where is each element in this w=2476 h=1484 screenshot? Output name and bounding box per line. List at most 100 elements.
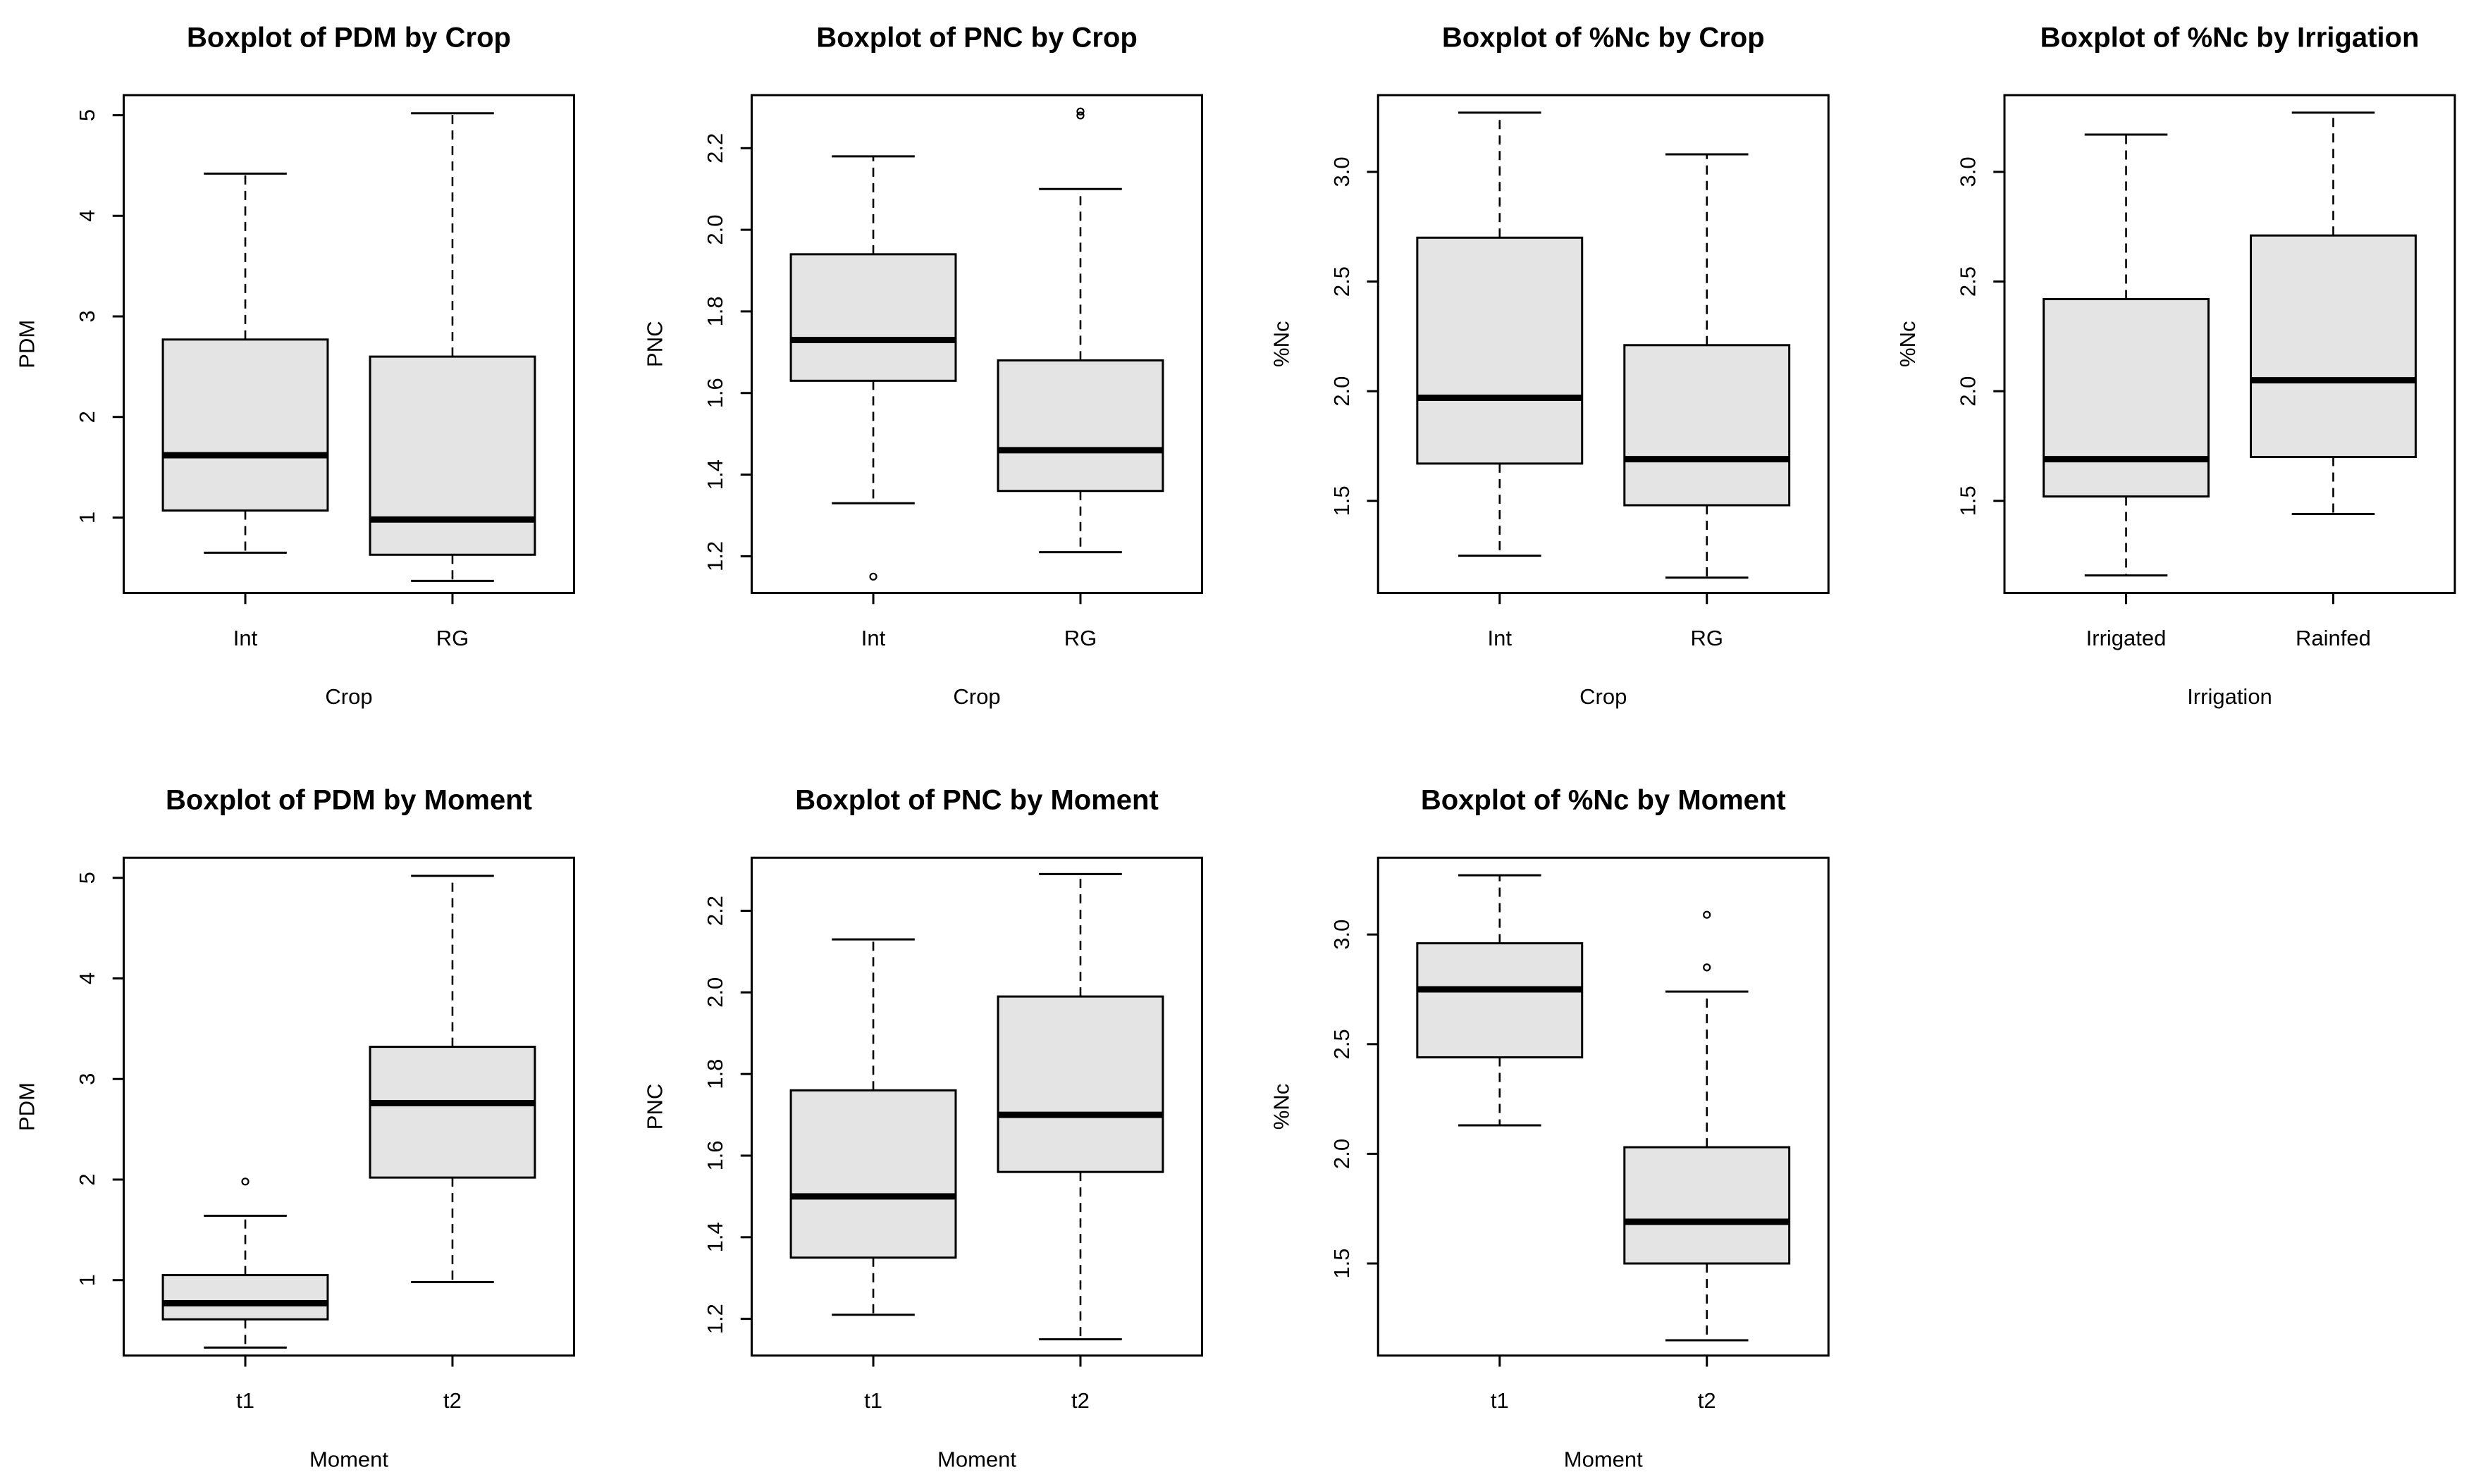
box-t1: t1 [1416, 874, 1584, 1413]
y-tick-label: 2.5 [1956, 266, 1981, 297]
plot-frame [123, 94, 575, 594]
outlier-point [1076, 107, 1085, 116]
y-tick-label: 3.0 [1329, 920, 1354, 950]
y-tick-label: 1.6 [703, 378, 727, 408]
x-tick-label: RG [436, 626, 469, 650]
x-axis-label: Crop [325, 684, 372, 709]
outlier-point [1703, 910, 1711, 919]
iqr-box [789, 1089, 957, 1259]
x-axis-label: Crop [1579, 684, 1627, 709]
box-int: Int [161, 172, 329, 650]
box-rg: RG [997, 107, 1164, 650]
y-axis-label: %Nc [1269, 321, 1293, 367]
iqr-box [161, 1274, 329, 1321]
box-int: Int [1416, 111, 1584, 650]
box-t2: t2 [1623, 910, 1791, 1413]
y-tick-label: 1.4 [703, 459, 727, 490]
y-tick-label: 3 [75, 1073, 99, 1085]
iqr-box [369, 355, 536, 556]
outlier-point [1703, 963, 1711, 972]
x-axis-label: Crop [953, 684, 1000, 709]
y-tick-label: 1.5 [1329, 1248, 1354, 1278]
y-tick-label: 2.2 [703, 896, 727, 926]
y-tick-label: 1.2 [703, 1304, 727, 1334]
y-tick-label: 2 [75, 1173, 99, 1185]
outlier-point [1076, 111, 1085, 120]
y-tick-label: 2 [75, 411, 99, 423]
y-tick-label: 2.2 [703, 133, 727, 163]
iqr-box [369, 1046, 536, 1179]
chart-title: Boxplot of PNC by Crop [816, 22, 1138, 53]
y-tick-label: 1 [75, 512, 99, 524]
y-axis-label: PDM [15, 320, 39, 369]
y-tick-label: 2.5 [1329, 266, 1354, 297]
box-irrigated: Irrigated [2043, 133, 2210, 650]
y-axis-label: PNC [643, 1084, 667, 1130]
y-axis-label: %Nc [1895, 321, 1920, 367]
iqr-box [2043, 297, 2210, 498]
y-axis-label: PNC [643, 321, 667, 367]
plot-frame [1376, 856, 1830, 1357]
x-tick-label: t1 [1491, 1388, 1509, 1413]
y-tick-label: 1.8 [703, 1059, 727, 1089]
outlier-point [869, 572, 877, 581]
box-t2: t2 [997, 872, 1164, 1413]
y-tick-label: 2.0 [703, 215, 727, 245]
y-tick-label: 3.0 [1329, 156, 1354, 187]
chart-title: Boxplot of PDM by Moment [166, 785, 532, 816]
chart-panel-6: Boxplot of PNC by Moment 1.2 1.4 1.6 1.8 2.0 2… [643, 785, 1203, 1471]
box-t1: t1 [161, 1177, 329, 1413]
x-axis-label: Irrigation [2187, 684, 2272, 709]
y-tick-label: 2.5 [1329, 1029, 1354, 1059]
x-tick-label: t1 [236, 1388, 254, 1413]
box-rg: RG [369, 112, 536, 650]
iqr-box [789, 253, 957, 382]
y-tick-label: 2.0 [1956, 376, 1981, 407]
chart-panel-5: Boxplot of PDM by Moment 1 2 3 4 5 PDM Moment t1… [15, 785, 575, 1471]
y-axis-label: PDM [15, 1082, 39, 1131]
chart-panel-3: Boxplot of %Nc by Crop 1.5 2.0 2.5 3.0 %Nc Cro… [1269, 22, 1830, 709]
iqr-box [1416, 236, 1584, 465]
y-tick-label: 1.5 [1956, 486, 1981, 516]
iqr-box [2250, 234, 2417, 459]
y-tick-label: 2.0 [1329, 1139, 1354, 1169]
x-axis-label: Moment [309, 1447, 388, 1471]
y-tick-label: 1.2 [703, 541, 727, 571]
plot-frame [751, 94, 1203, 594]
x-tick-label: Int [1488, 626, 1513, 650]
x-tick-label: t2 [1071, 1388, 1090, 1413]
iqr-box [1416, 942, 1584, 1058]
y-tick-label: 1.8 [703, 296, 727, 326]
y-axis-label: %Nc [1269, 1084, 1293, 1130]
iqr-box [161, 338, 329, 512]
chart-panel-7: Boxplot of %Nc by Moment 1.5 2.0 2.5 3.0 %Nc M… [1269, 785, 1830, 1471]
x-axis-label: Moment [937, 1447, 1016, 1471]
chart-title: Boxplot of %Nc by Moment [1421, 785, 1786, 816]
x-tick-label: Irrigated [2086, 626, 2167, 650]
x-tick-label: t2 [1698, 1388, 1716, 1413]
y-tick-label: 3 [75, 310, 99, 322]
iqr-box [997, 359, 1164, 493]
y-tick-label: 1 [75, 1274, 99, 1286]
iqr-box [997, 995, 1164, 1173]
y-tick-label: 3.0 [1956, 156, 1981, 187]
chart-title: Boxplot of PNC by Moment [795, 785, 1159, 816]
plot-frame [123, 856, 575, 1357]
x-tick-label: Int [233, 626, 258, 650]
chart-panel-2: Boxplot of PNC by Crop 1.2 1.4 1.6 1.8 2.0 2.2… [643, 22, 1203, 709]
plot-frame [751, 856, 1203, 1357]
y-tick-label: 5 [75, 872, 99, 884]
box-t1: t1 [789, 938, 957, 1413]
plot-frame [2003, 94, 2456, 594]
y-tick-label: 2.0 [1329, 376, 1354, 407]
x-axis-label: Moment [1564, 1447, 1643, 1471]
y-tick-label: 1.4 [703, 1222, 727, 1252]
chart-title: Boxplot of %Nc by Irrigation [2040, 22, 2420, 53]
box-rg: RG [1623, 153, 1791, 650]
x-tick-label: t2 [443, 1388, 462, 1413]
chart-panel-4: Boxplot of %Nc by Irrigation 1.5 2.0 2.5 3.0… [1895, 22, 2456, 709]
y-tick-label: 4 [75, 210, 99, 222]
x-tick-label: t1 [864, 1388, 882, 1413]
chart-title: Boxplot of %Nc by Crop [1442, 22, 1765, 53]
